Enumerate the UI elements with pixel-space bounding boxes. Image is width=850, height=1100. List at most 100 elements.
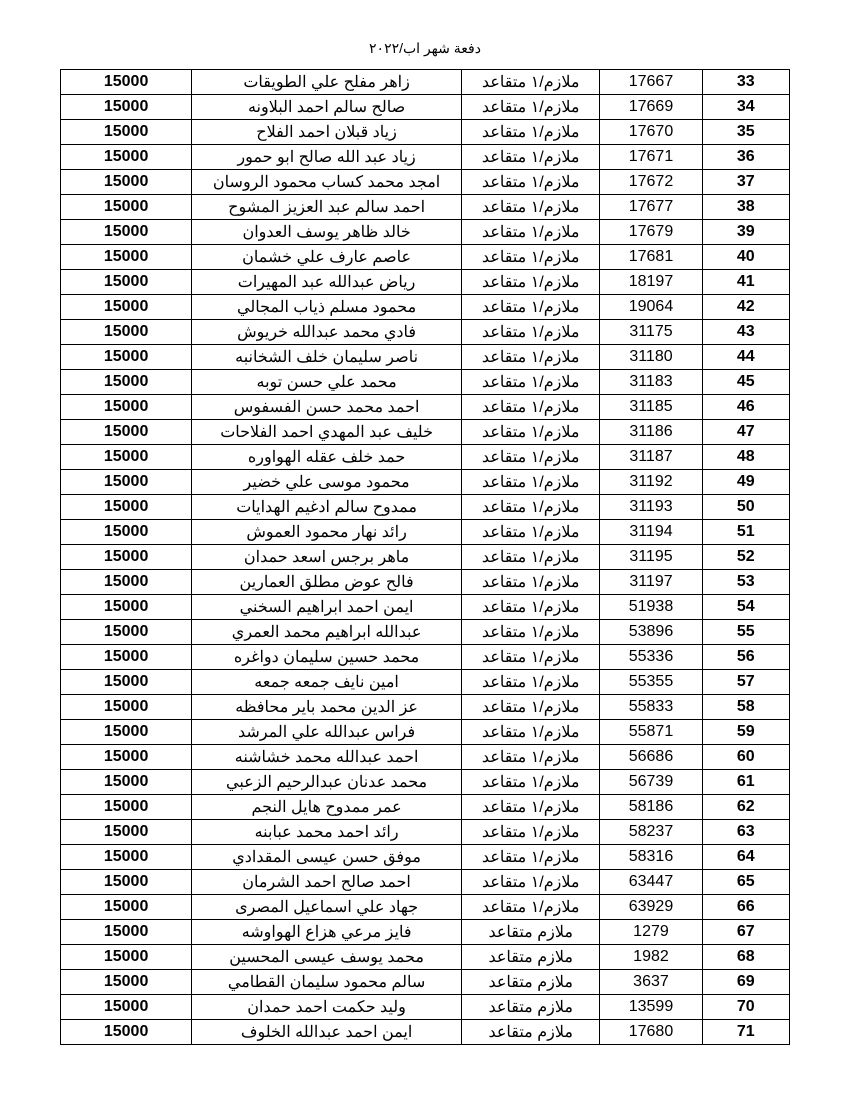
amount-cell: 15000 xyxy=(61,995,192,1020)
id-cell: 13599 xyxy=(600,995,702,1020)
seq-cell: 52 xyxy=(702,545,790,570)
id-cell: 58316 xyxy=(600,845,702,870)
name-cell: موفق حسن عيسى المقدادي xyxy=(192,845,462,870)
name-cell: عز الدين محمد باير محافظه xyxy=(192,695,462,720)
seq-cell: 43 xyxy=(702,320,790,345)
rank-cell: ملازم/١ متقاعد xyxy=(461,595,600,620)
rank-cell: ملازم/١ متقاعد xyxy=(461,695,600,720)
name-cell: خالد ظاهر يوسف العدوان xyxy=(192,220,462,245)
rank-cell: ملازم/١ متقاعد xyxy=(461,545,600,570)
id-cell: 1279 xyxy=(600,920,702,945)
amount-cell: 15000 xyxy=(61,420,192,445)
amount-cell: 15000 xyxy=(61,820,192,845)
amount-cell: 15000 xyxy=(61,70,192,95)
seq-cell: 66 xyxy=(702,895,790,920)
amount-cell: 15000 xyxy=(61,645,192,670)
id-cell: 17681 xyxy=(600,245,702,270)
id-cell: 58186 xyxy=(600,795,702,820)
seq-cell: 70 xyxy=(702,995,790,1020)
id-cell: 31195 xyxy=(600,545,702,570)
name-cell: احمد سالم عبد العزيز المشوح xyxy=(192,195,462,220)
name-cell: زياد عبد الله صالح ابو حمور xyxy=(192,145,462,170)
table-row: 15000محمد يوسف عيسى المحسينملازم متقاعد1… xyxy=(61,945,790,970)
name-cell: احمد عبدالله محمد خشاشنه xyxy=(192,745,462,770)
amount-cell: 15000 xyxy=(61,495,192,520)
rank-cell: ملازم/١ متقاعد xyxy=(461,395,600,420)
seq-cell: 40 xyxy=(702,245,790,270)
id-cell: 31187 xyxy=(600,445,702,470)
amount-cell: 15000 xyxy=(61,245,192,270)
id-cell: 63447 xyxy=(600,870,702,895)
rank-cell: ملازم/١ متقاعد xyxy=(461,570,600,595)
data-table: 15000زاهر مفلح علي الطويقاتملازم/١ متقاع… xyxy=(60,69,790,1045)
table-row: 15000ايمن احمد عبدالله الخلوفملازم متقاع… xyxy=(61,1020,790,1045)
amount-cell: 15000 xyxy=(61,795,192,820)
table-row: 15000سالم محمود سليمان القطاميملازم متقا… xyxy=(61,970,790,995)
table-row: 15000خليف عبد المهدي احمد الفلاحاتملازم/… xyxy=(61,420,790,445)
table-row: 15000فادي محمد عبدالله خريوشملازم/١ متقا… xyxy=(61,320,790,345)
table-row: 15000ايمن احمد ابراهيم السخنيملازم/١ متق… xyxy=(61,595,790,620)
seq-cell: 50 xyxy=(702,495,790,520)
table-row: 15000محمود موسى علي خضيرملازم/١ متقاعد31… xyxy=(61,470,790,495)
seq-cell: 54 xyxy=(702,595,790,620)
amount-cell: 15000 xyxy=(61,745,192,770)
id-cell: 55871 xyxy=(600,720,702,745)
rank-cell: ملازم/١ متقاعد xyxy=(461,795,600,820)
id-cell: 31175 xyxy=(600,320,702,345)
table-row: 15000احمد محمد حسن الفسفوسملازم/١ متقاعد… xyxy=(61,395,790,420)
rank-cell: ملازم/١ متقاعد xyxy=(461,245,600,270)
rank-cell: ملازم/١ متقاعد xyxy=(461,770,600,795)
amount-cell: 15000 xyxy=(61,895,192,920)
amount-cell: 15000 xyxy=(61,770,192,795)
rank-cell: ملازم/١ متقاعد xyxy=(461,170,600,195)
seq-cell: 39 xyxy=(702,220,790,245)
table-row: 15000فراس عبدالله علي المرشدملازم/١ متقا… xyxy=(61,720,790,745)
name-cell: محمود موسى علي خضير xyxy=(192,470,462,495)
name-cell: فايز مرعي هزاع الهواوشه xyxy=(192,920,462,945)
id-cell: 53896 xyxy=(600,620,702,645)
table-row: 15000خالد ظاهر يوسف العدوانملازم/١ متقاع… xyxy=(61,220,790,245)
amount-cell: 15000 xyxy=(61,270,192,295)
rank-cell: ملازم/١ متقاعد xyxy=(461,495,600,520)
rank-cell: ملازم/١ متقاعد xyxy=(461,520,600,545)
seq-cell: 65 xyxy=(702,870,790,895)
rank-cell: ملازم/١ متقاعد xyxy=(461,195,600,220)
seq-cell: 45 xyxy=(702,370,790,395)
rank-cell: ملازم/١ متقاعد xyxy=(461,95,600,120)
name-cell: حمد خلف عقله الهواوره xyxy=(192,445,462,470)
rank-cell: ملازم متقاعد xyxy=(461,995,600,1020)
amount-cell: 15000 xyxy=(61,945,192,970)
seq-cell: 61 xyxy=(702,770,790,795)
id-cell: 17670 xyxy=(600,120,702,145)
amount-cell: 15000 xyxy=(61,570,192,595)
amount-cell: 15000 xyxy=(61,120,192,145)
id-cell: 31194 xyxy=(600,520,702,545)
rank-cell: ملازم/١ متقاعد xyxy=(461,145,600,170)
table-row: 15000امجد محمد كساب محمود الروسانملازم/١… xyxy=(61,170,790,195)
amount-cell: 15000 xyxy=(61,345,192,370)
table-row: 15000عبدالله ابراهيم محمد العمريملازم/١ … xyxy=(61,620,790,645)
name-cell: وليد حكمت احمد حمدان xyxy=(192,995,462,1020)
seq-cell: 68 xyxy=(702,945,790,970)
name-cell: عمر ممدوح هايل النجم xyxy=(192,795,462,820)
amount-cell: 15000 xyxy=(61,870,192,895)
seq-cell: 56 xyxy=(702,645,790,670)
seq-cell: 41 xyxy=(702,270,790,295)
rank-cell: ملازم متقاعد xyxy=(461,945,600,970)
amount-cell: 15000 xyxy=(61,620,192,645)
seq-cell: 37 xyxy=(702,170,790,195)
name-cell: محمود مسلم ذياب المجالي xyxy=(192,295,462,320)
id-cell: 17677 xyxy=(600,195,702,220)
rank-cell: ملازم/١ متقاعد xyxy=(461,270,600,295)
amount-cell: 15000 xyxy=(61,1020,192,1045)
table-row: 15000ممدوح سالم ادغيم الهداياتملازم/١ مت… xyxy=(61,495,790,520)
seq-cell: 46 xyxy=(702,395,790,420)
table-row: 15000جهاد علي اسماعيل المصرىملازم/١ متقا… xyxy=(61,895,790,920)
rank-cell: ملازم/١ متقاعد xyxy=(461,120,600,145)
name-cell: رائد نهار محمود العموش xyxy=(192,520,462,545)
id-cell: 17671 xyxy=(600,145,702,170)
seq-cell: 69 xyxy=(702,970,790,995)
id-cell: 56686 xyxy=(600,745,702,770)
table-row: 15000عاصم عارف علي خشمانملازم/١ متقاعد17… xyxy=(61,245,790,270)
amount-cell: 15000 xyxy=(61,545,192,570)
